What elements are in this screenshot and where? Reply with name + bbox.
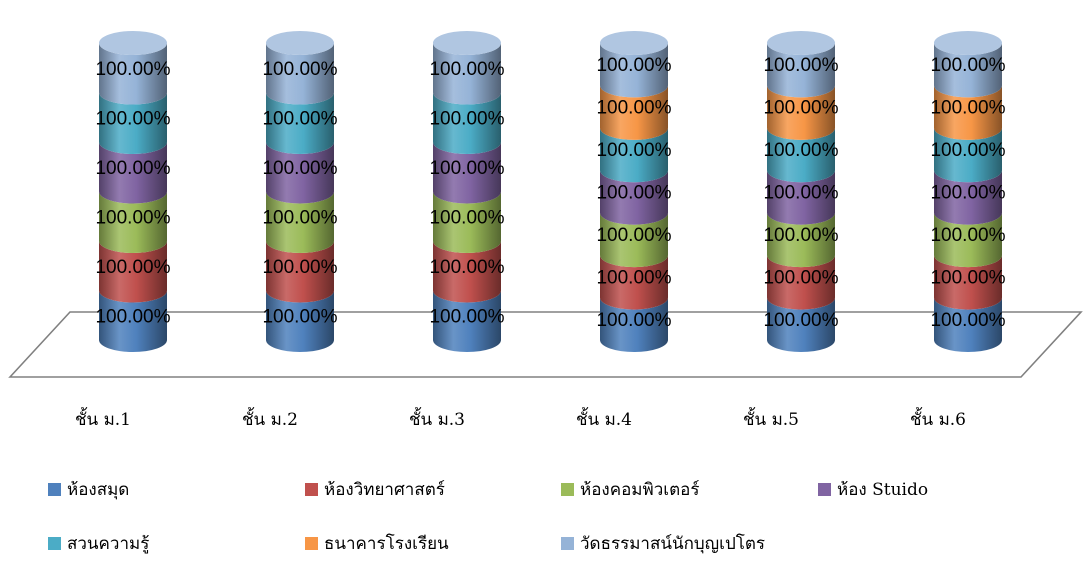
data-label: 100.00% [596,267,671,288]
data-label: 100.00% [763,140,838,161]
legend-item-science-room: ห้องวิทยาศาสตร์ [305,476,445,503]
legend-label-church: วัดธรรมาสน์นักบุญเปโตร [580,530,765,557]
data-label: 100.00% [596,55,671,76]
category-label: ชั้น ม.5 [743,407,799,430]
data-label: 100.00% [763,310,838,331]
data-label: 100.00% [262,306,337,327]
legend-swatch-library [48,483,61,496]
bar-top-cap [433,31,501,55]
legend-label-science-room: ห้องวิทยาศาสตร์ [324,476,445,503]
data-label: 100.00% [930,140,1005,161]
data-label: 100.00% [262,257,337,278]
bar-top-cap [99,31,167,55]
data-label: 100.00% [95,158,170,179]
bar-top-cap [600,31,668,55]
data-label: 100.00% [596,140,671,161]
category-label: ชั้น ม.1 [75,407,131,430]
data-label: 100.00% [763,267,838,288]
bar-top-cap [767,31,835,55]
stacked-cylinder-chart: 100.00% 100.00% 100.00% 100.00% 100.00% 100.0… [0,0,1083,470]
data-label: 100.00% [596,310,671,331]
data-label: 100.00% [930,183,1005,204]
category-label: ชั้น ม.2 [242,407,298,430]
legend: ห้องสมุด ห้องวิทยาศาสตร์ ห้องคอมพิวเตอร์… [48,476,1048,584]
legend-row-1: ห้องสมุด ห้องวิทยาศาสตร์ ห้องคอมพิวเตอร์… [48,476,1048,500]
data-label: 100.00% [763,55,838,76]
data-label: 100.00% [262,108,337,129]
category-label: ชั้น ม.6 [910,407,966,430]
bar-top-cap [934,31,1002,55]
legend-swatch-school-bank [305,537,318,550]
legend-swatch-knowledge-garden [48,537,61,550]
data-label: 100.00% [763,98,838,119]
chart-floor [10,312,1081,377]
data-label: 100.00% [763,225,838,246]
data-label: 100.00% [429,306,504,327]
data-label: 100.00% [95,59,170,80]
data-label: 100.00% [95,306,170,327]
legend-item-knowledge-garden: สวนความรู้ [48,530,149,557]
data-label: 100.00% [262,158,337,179]
data-label: 100.00% [429,158,504,179]
legend-row-2: สวนความรู้ ธนาคารโรงเรียน วัดธรรมาสน์นัก… [48,530,1048,554]
bar-top-cap [266,31,334,55]
legend-swatch-church [561,537,574,550]
data-label: 100.00% [429,257,504,278]
data-label: 100.00% [429,207,504,228]
legend-swatch-computer-room [561,483,574,496]
data-label: 100.00% [596,225,671,246]
data-label: 100.00% [262,59,337,80]
legend-label-knowledge-garden: สวนความรู้ [67,530,149,557]
category-label: ชั้น ม.4 [576,407,632,430]
data-label: 100.00% [262,207,337,228]
data-label: 100.00% [95,207,170,228]
legend-item-church: วัดธรรมาสน์นักบุญเปโตร [561,530,765,557]
legend-label-school-bank: ธนาคารโรงเรียน [324,530,449,557]
legend-item-library: ห้องสมุด [48,476,129,503]
data-label: 100.00% [930,55,1005,76]
legend-swatch-studio-room [818,483,831,496]
category-label: ชั้น ม.3 [409,407,465,430]
data-label: 100.00% [596,183,671,204]
data-label: 100.00% [930,310,1005,331]
data-label: 100.00% [95,108,170,129]
data-label: 100.00% [95,257,170,278]
legend-item-studio-room: ห้อง Stuido [818,476,928,503]
data-label: 100.00% [596,98,671,119]
legend-item-school-bank: ธนาคารโรงเรียน [305,530,449,557]
legend-label-computer-room: ห้องคอมพิวเตอร์ [580,476,699,503]
data-label: 100.00% [930,267,1005,288]
legend-label-library: ห้องสมุด [67,476,129,503]
data-label: 100.00% [930,98,1005,119]
data-label: 100.00% [930,225,1005,246]
data-label: 100.00% [429,59,504,80]
legend-label-studio-room: ห้อง Stuido [837,476,928,503]
data-label: 100.00% [763,183,838,204]
legend-swatch-science-room [305,483,318,496]
legend-item-computer-room: ห้องคอมพิวเตอร์ [561,476,699,503]
data-label: 100.00% [429,108,504,129]
